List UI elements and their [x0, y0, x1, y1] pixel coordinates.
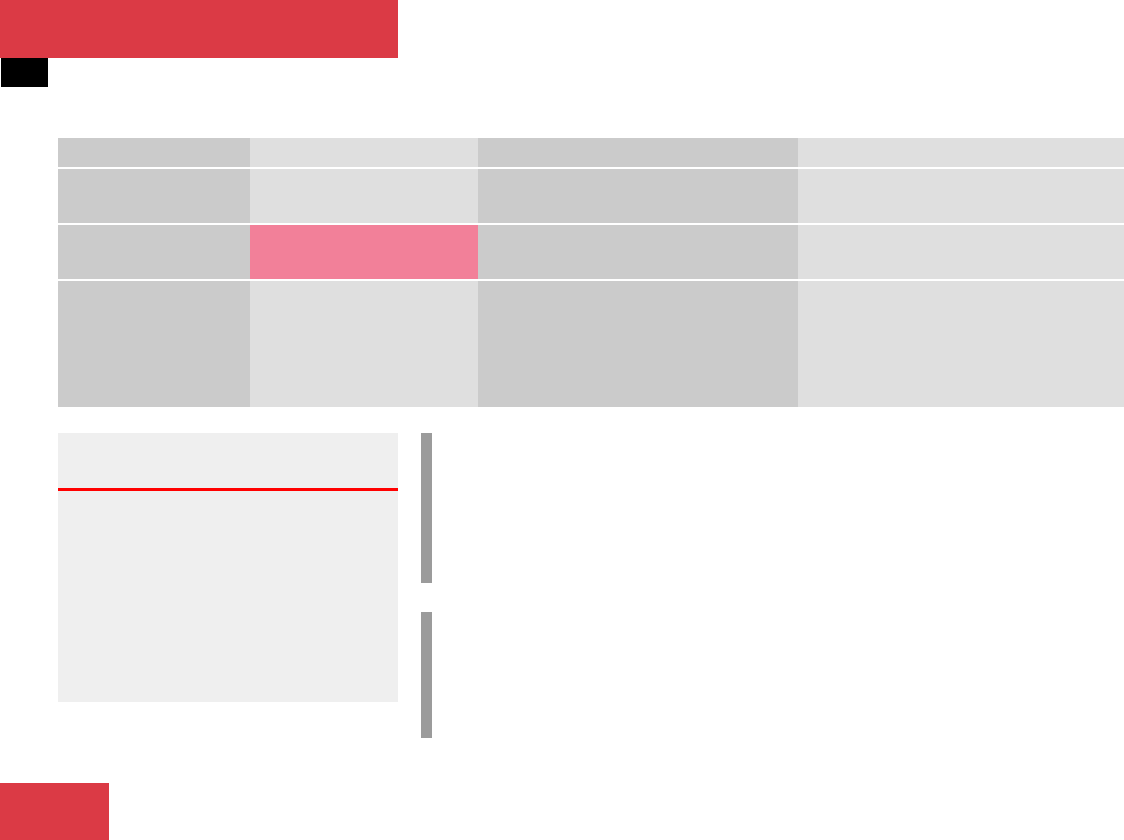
table-cell: [798, 138, 1124, 169]
table-cell: [478, 138, 798, 169]
page-number-tab: [0, 783, 109, 840]
data-table: [58, 138, 1124, 407]
margin-bar: [421, 433, 432, 583]
margin-bar: [421, 612, 432, 738]
table-cell: [478, 224, 798, 281]
section-tab-marker: [1, 58, 48, 87]
table-cell-highlighted: [250, 224, 478, 281]
table-cell: [478, 168, 798, 225]
table-cell: [58, 138, 250, 169]
table-cell: [58, 280, 250, 407]
table-cell: [58, 224, 250, 281]
section-header-bar: [0, 0, 398, 58]
table-cell: [798, 224, 1124, 281]
table-row: [58, 280, 1124, 407]
table-cell: [250, 280, 478, 407]
table-header-row: [58, 138, 1124, 169]
table-row: [58, 168, 1124, 225]
note-divider: [58, 488, 398, 491]
table-cell: [798, 168, 1124, 225]
table-row: [58, 224, 1124, 281]
table-cell: [58, 168, 250, 225]
table-cell: [250, 168, 478, 225]
table-cell: [250, 138, 478, 169]
note-box: [58, 433, 398, 702]
table-cell: [478, 280, 798, 407]
table-cell: [798, 280, 1124, 407]
